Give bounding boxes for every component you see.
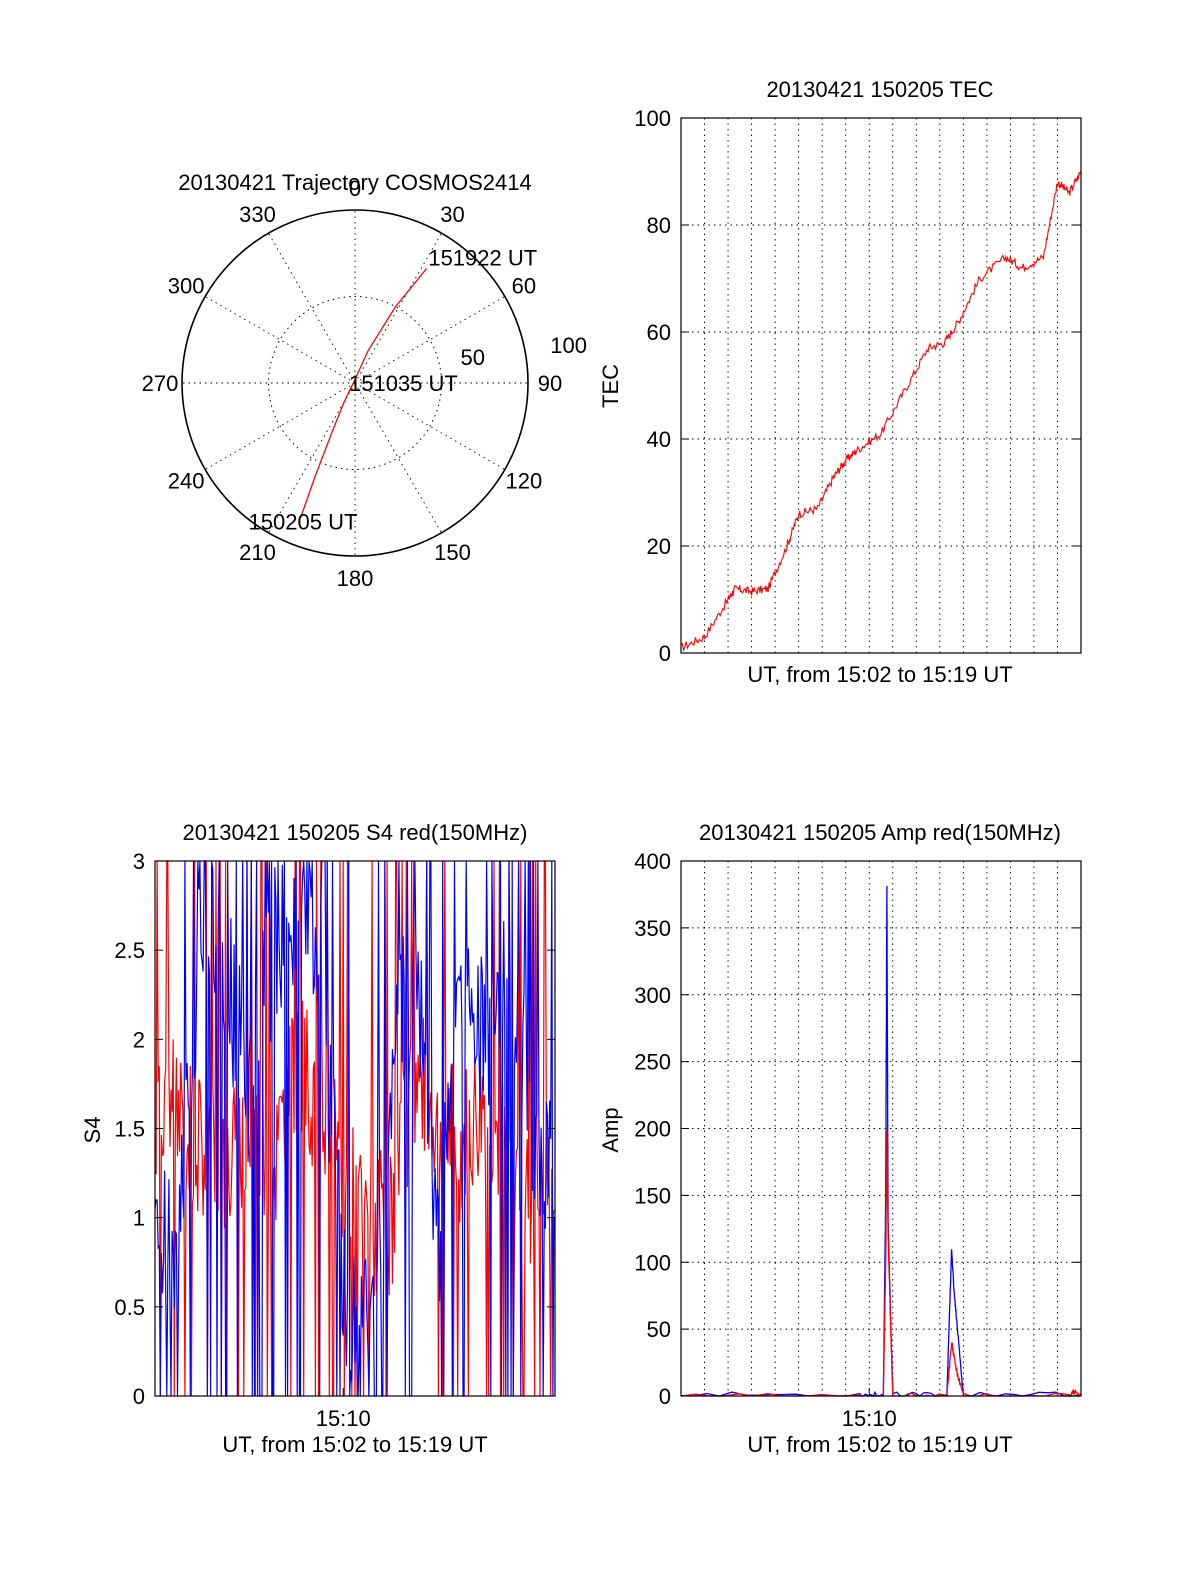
y-tick-label: 0.5 bbox=[114, 1295, 145, 1320]
polar-azimuth-label: 0 bbox=[349, 176, 361, 201]
y-tick-label: 0 bbox=[133, 1384, 145, 1409]
y-tick-label: 300 bbox=[634, 983, 671, 1008]
polar-azimuth-label: 180 bbox=[337, 566, 374, 591]
polar-spoke bbox=[268, 382, 356, 534]
polar-title: 20130421 Trajectory COSMOS2414 bbox=[178, 170, 531, 195]
y-tick-label: 0 bbox=[659, 1384, 671, 1409]
tec-plot-frame bbox=[680, 117, 1082, 654]
polar-trajectory-panel: 20130421 Trajectory COSMOS2414 0 30 60 90 12… bbox=[142, 170, 587, 591]
polar-azimuth-label: 270 bbox=[142, 371, 179, 396]
amp-plot-frame bbox=[680, 860, 1082, 1397]
y-tick-label: 20 bbox=[647, 534, 671, 559]
polar-azimuth-label: 300 bbox=[168, 274, 205, 299]
polar-azimuth-label: 210 bbox=[239, 540, 276, 565]
amp-y-axis-label: Amp bbox=[598, 1107, 623, 1152]
polar-time-annotation: 150205 UT bbox=[249, 510, 358, 535]
polar-spoke bbox=[354, 382, 506, 470]
s4-y-axis-label: S4 bbox=[80, 1117, 105, 1144]
polar-azimuth-label: 240 bbox=[168, 469, 205, 494]
y-tick-label: 50 bbox=[647, 1317, 671, 1342]
amp-series-line bbox=[680, 1129, 1082, 1398]
y-tick-label: 400 bbox=[634, 849, 671, 874]
polar-azimuth-label: 150 bbox=[434, 540, 471, 565]
s4-series-line bbox=[154, 860, 555, 1397]
y-tick-label: 1 bbox=[133, 1206, 145, 1231]
y-tick-label: 60 bbox=[647, 320, 671, 345]
polar-azimuth-label: 120 bbox=[506, 469, 543, 494]
polar-azimuth-label: 90 bbox=[538, 371, 562, 396]
polar-spoke bbox=[354, 232, 442, 384]
amp-panel: 20130421 150205 Amp red(150MHz) 0 50 100 15… bbox=[598, 820, 1082, 1457]
polar-radial-label: 50 bbox=[461, 345, 485, 370]
tec-panel: 20130421 150205 TEC 0 20 40 60 80 100 UT, fro… bbox=[598, 77, 1082, 687]
amp-series-line bbox=[680, 885, 1082, 1397]
polar-outer-circle bbox=[181, 209, 529, 557]
polar-azimuth-label: 330 bbox=[239, 202, 276, 227]
polar-inner-circle bbox=[268, 296, 442, 470]
y-tick-label: 150 bbox=[634, 1183, 671, 1208]
polar-spoke bbox=[354, 382, 442, 534]
x-tick-label: 15:10 bbox=[316, 1406, 371, 1431]
y-tick-label: 200 bbox=[634, 1117, 671, 1142]
s4-x-axis-label: UT, from 15:02 to 15:19 UT bbox=[222, 1432, 487, 1457]
y-tick-label: 40 bbox=[647, 427, 671, 452]
y-tick-label: 0 bbox=[659, 641, 671, 666]
y-tick-label: 2 bbox=[133, 1027, 145, 1052]
s4-title: 20130421 150205 S4 red(150MHz) bbox=[183, 820, 528, 845]
y-tick-label: 250 bbox=[634, 1050, 671, 1075]
polar-spoke bbox=[268, 232, 356, 384]
polar-time-annotation: 151922 UT bbox=[428, 246, 537, 271]
polar-spoke bbox=[354, 296, 506, 384]
y-tick-label: 2.5 bbox=[114, 938, 145, 963]
tec-series-line bbox=[680, 171, 1082, 653]
tec-y-axis-label: TEC bbox=[598, 364, 623, 408]
tec-title: 20130421 150205 TEC bbox=[766, 77, 993, 102]
y-tick-label: 100 bbox=[634, 1250, 671, 1275]
tec-x-axis-label: UT, from 15:02 to 15:19 UT bbox=[747, 662, 1012, 687]
amp-x-axis-label: UT, from 15:02 to 15:19 UT bbox=[747, 1432, 1012, 1457]
polar-azimuth-label: 30 bbox=[440, 202, 464, 227]
y-tick-label: 1.5 bbox=[114, 1117, 145, 1142]
polar-azimuth-label: 60 bbox=[512, 274, 536, 299]
y-tick-label: 3 bbox=[133, 849, 145, 874]
polar-time-annotation: 151035 UT bbox=[349, 371, 458, 396]
y-tick-label: 350 bbox=[634, 916, 671, 941]
s4-panel: 20130421 150205 S4 red(150MHz) 0 0.5 1 1.5 2… bbox=[80, 820, 556, 1457]
polar-spoke bbox=[204, 382, 356, 470]
polar-spoke bbox=[204, 296, 356, 384]
polar-trajectory-line bbox=[299, 268, 428, 518]
y-tick-label: 100 bbox=[634, 106, 671, 131]
x-tick-label: 15:10 bbox=[842, 1406, 897, 1431]
amp-title: 20130421 150205 Amp red(150MHz) bbox=[699, 820, 1061, 845]
y-tick-label: 80 bbox=[647, 213, 671, 238]
polar-radial-label: 100 bbox=[550, 333, 587, 358]
